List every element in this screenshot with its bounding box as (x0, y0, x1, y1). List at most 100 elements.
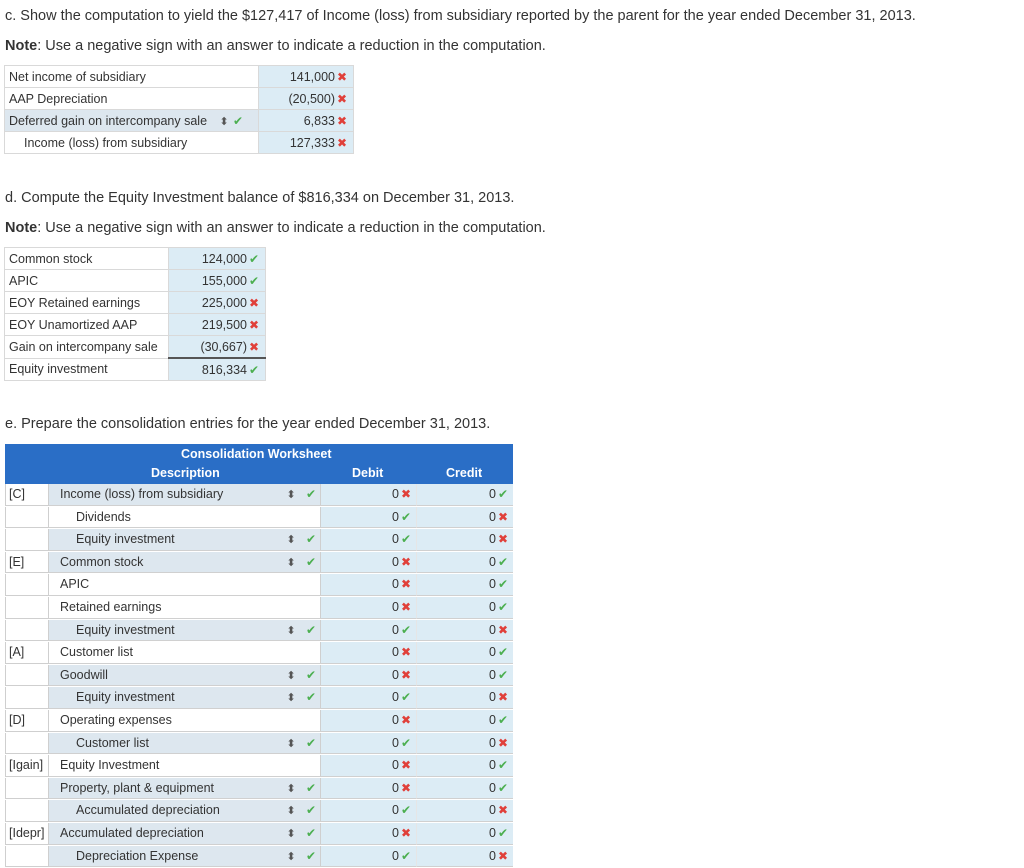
entry-key (5, 665, 49, 687)
debit-input[interactable]: 0✖ (321, 574, 417, 596)
updown-icon[interactable]: ⬍ (284, 824, 298, 845)
entry-key (5, 846, 49, 868)
credit-input[interactable]: 0✖ (417, 800, 513, 822)
debit-input[interactable]: 0✔ (321, 800, 417, 822)
value-input[interactable]: 141,000✖ (259, 66, 354, 88)
question-e: e. Prepare the consolidation entries for… (5, 416, 490, 432)
credit-input[interactable]: 0✖ (417, 733, 513, 755)
debit-input[interactable]: 0✖ (321, 823, 417, 845)
value-input[interactable]: (30,667)✖ (169, 336, 266, 359)
credit-value: 0 (489, 645, 496, 659)
value-input[interactable]: 225,000✖ (169, 292, 266, 314)
correct-icon: ✔ (496, 597, 510, 618)
credit-value: 0 (489, 803, 496, 817)
debit-input[interactable]: 0✖ (321, 552, 417, 574)
description-select[interactable]: Property, plant & equipment⬍✔ (49, 778, 321, 800)
entry-key (5, 800, 49, 822)
value-input[interactable]: 6,833✖ (259, 110, 354, 132)
correct-icon: ✔ (247, 363, 261, 377)
value-input[interactable]: 219,500✖ (169, 314, 266, 336)
credit-input[interactable]: 0✔ (417, 597, 513, 619)
correct-icon: ✔ (247, 252, 261, 266)
worksheet-row: [C]Income (loss) from subsidiary⬍✔0✖0✔ (5, 484, 513, 507)
credit-input[interactable]: 0✖ (417, 687, 513, 709)
debit-input[interactable]: 0✖ (321, 642, 417, 664)
note-label: Note (5, 38, 37, 54)
description-select[interactable]: Customer list⬍✔ (49, 733, 321, 755)
updown-icon[interactable]: ⬍ (284, 621, 298, 642)
updown-icon[interactable]: ⬍ (284, 553, 298, 574)
debit-input[interactable]: 0✖ (321, 484, 417, 506)
credit-input[interactable]: 0✖ (417, 846, 513, 868)
debit-value: 0 (392, 781, 399, 795)
description-select[interactable]: Equity investment⬍✔ (49, 529, 321, 551)
value-input[interactable]: 127,333✖ (259, 132, 354, 154)
debit-input[interactable]: 0✔ (321, 733, 417, 755)
description-select[interactable]: Income (loss) from subsidiary⬍✔ (49, 484, 321, 506)
value-input[interactable]: 124,000✔ (169, 248, 266, 270)
debit-input[interactable]: 0✖ (321, 597, 417, 619)
description-select[interactable]: Accumulated depreciation⬍✔ (49, 823, 321, 845)
debit-input[interactable]: 0✔ (321, 529, 417, 551)
description-select[interactable]: Equity investment⬍✔ (49, 620, 321, 642)
credit-input[interactable]: 0✔ (417, 552, 513, 574)
correct-icon: ✔ (496, 642, 510, 663)
credit-input[interactable]: 0✖ (417, 620, 513, 642)
description-select[interactable]: Accumulated depreciation⬍✔ (49, 800, 321, 822)
credit-input[interactable]: 0✔ (417, 710, 513, 732)
correct-icon: ✔ (304, 620, 318, 641)
updown-icon[interactable]: ⬍ (284, 847, 298, 868)
debit-input[interactable]: 0✔ (321, 846, 417, 868)
value-input[interactable]: 816,334✔ (169, 358, 266, 381)
updown-icon[interactable]: ⬍ (284, 779, 298, 800)
credit-input[interactable]: 0✖ (417, 507, 513, 529)
worksheet-row: Property, plant & equipment⬍✔0✖0✔ (5, 778, 513, 801)
updown-icon[interactable]: ⬍ (284, 688, 298, 709)
debit-input[interactable]: 0✔ (321, 507, 417, 529)
worksheet-row: Goodwill⬍✔0✖0✔ (5, 665, 513, 688)
value-text: 141,000 (290, 70, 335, 84)
credit-input[interactable]: 0✔ (417, 642, 513, 664)
description-select[interactable]: Goodwill⬍✔ (49, 665, 321, 687)
debit-input[interactable]: 0✖ (321, 755, 417, 777)
credit-input[interactable]: 0✔ (417, 755, 513, 777)
debit-input[interactable]: 0✔ (321, 620, 417, 642)
debit-input[interactable]: 0✔ (321, 687, 417, 709)
debit-value: 0 (392, 758, 399, 772)
debit-input[interactable]: 0✖ (321, 665, 417, 687)
credit-input[interactable]: 0✔ (417, 484, 513, 506)
updown-icon[interactable]: ⬍ (284, 485, 298, 506)
credit-input[interactable]: 0✔ (417, 778, 513, 800)
credit-input[interactable]: 0✖ (417, 529, 513, 551)
correct-icon: ✔ (304, 529, 318, 550)
debit-input[interactable]: 0✖ (321, 710, 417, 732)
description-select[interactable]: Common stock⬍✔ (49, 552, 321, 574)
updown-icon[interactable]: ⬍ (284, 734, 298, 755)
value-input[interactable]: (20,500)✖ (259, 88, 354, 110)
credit-input[interactable]: 0✔ (417, 665, 513, 687)
debit-input[interactable]: 0✖ (321, 778, 417, 800)
correct-icon: ✔ (496, 755, 510, 776)
updown-icon[interactable]: ⬍ (217, 115, 231, 128)
updown-icon[interactable]: ⬍ (284, 666, 298, 687)
label-select[interactable]: Deferred gain on intercompany sale⬍✔ (5, 110, 259, 132)
credit-value: 0 (489, 849, 496, 863)
credit-input[interactable]: 0✔ (417, 574, 513, 596)
updown-icon[interactable]: ⬍ (284, 530, 298, 551)
incorrect-icon: ✖ (496, 620, 510, 641)
description-text: Equity Investment (60, 755, 159, 776)
description-select[interactable]: Depreciation Expense⬍✔ (49, 846, 321, 868)
credit-input[interactable]: 0✔ (417, 823, 513, 845)
incorrect-icon: ✖ (399, 574, 413, 595)
note-text: : Use a negative sign with an answer to … (37, 38, 546, 54)
description-select[interactable]: Equity investment⬍✔ (49, 687, 321, 709)
updown-icon[interactable]: ⬍ (284, 801, 298, 822)
note-text: : Use a negative sign with an answer to … (37, 220, 546, 236)
value-input[interactable]: 155,000✔ (169, 270, 266, 292)
entry-key (5, 778, 49, 800)
debit-value: 0 (392, 668, 399, 682)
